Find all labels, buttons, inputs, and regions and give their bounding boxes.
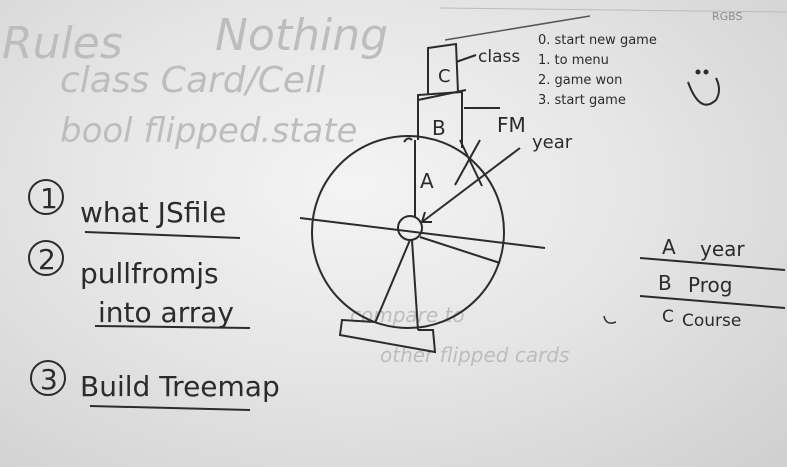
ghost-rules: Rules xyxy=(2,18,123,69)
extended-segment xyxy=(338,318,437,354)
ghost-nothing: Nothing xyxy=(215,10,388,61)
erased-notes: Rules Nothing class Card/Cell bool flipp… xyxy=(2,10,569,367)
smiley-doodle xyxy=(687,69,720,106)
list-num-3: 3 xyxy=(40,363,58,396)
list-num-1: 1 xyxy=(40,182,58,215)
legend-b-label: Prog xyxy=(688,273,732,297)
seg-a-top xyxy=(403,137,413,143)
legend-c-key: C xyxy=(662,307,674,327)
state-2: 2. game won xyxy=(538,73,622,88)
legend-a-label: year xyxy=(700,237,745,261)
ghost-bool: bool flipped.state xyxy=(60,111,357,151)
legend-b-key: B xyxy=(658,271,672,295)
ghost-class-card: class Card/Cell xyxy=(60,60,325,101)
center-circle xyxy=(397,215,423,241)
list-text-3: Build Treemap xyxy=(80,370,280,403)
list-text-2: pullfromjs xyxy=(80,257,219,290)
list-text-1: what JSfile xyxy=(80,196,226,229)
year-arrowhead xyxy=(420,211,432,223)
ghost-compare: compare to xyxy=(350,303,465,327)
list-num-2: 2 xyxy=(38,243,56,276)
fm-label: FM xyxy=(497,113,526,137)
underline-2 xyxy=(94,325,251,329)
legend-c-label: Course xyxy=(682,311,741,331)
c-pointer xyxy=(455,54,477,63)
legend-a-key: A xyxy=(662,235,676,259)
game-states: 0. start new game 1. to menu 2. game won… xyxy=(538,33,657,108)
year-arrow xyxy=(421,147,521,223)
spoke-horizontal xyxy=(299,217,546,249)
list-text-2b: into array xyxy=(98,296,234,329)
seg-c xyxy=(427,42,459,95)
spoke-lower xyxy=(411,239,419,331)
numbered-list: 1 what JSfile 2 pullfromjs into array 3 … xyxy=(28,179,280,411)
spoke-lower-left xyxy=(374,239,411,324)
top-stroke-faint xyxy=(439,7,787,13)
underline-1 xyxy=(84,231,241,239)
radial-diagram xyxy=(299,42,546,354)
year-label: year xyxy=(532,132,573,153)
outer-circle xyxy=(311,135,505,329)
circle-3 xyxy=(30,360,66,396)
legend-line-2 xyxy=(639,295,786,309)
top-stroke xyxy=(444,15,591,41)
seg-b-label: B xyxy=(432,116,446,140)
state-0: 0. start new game xyxy=(538,33,657,48)
underline-3 xyxy=(89,405,251,411)
state-1: 1. to menu xyxy=(538,53,609,68)
legend: A year B Prog C Course xyxy=(639,235,786,331)
fm-arrow xyxy=(454,139,481,186)
seg-b xyxy=(417,90,463,148)
spoke-right xyxy=(419,236,501,264)
class-label: class xyxy=(478,47,520,67)
corner-scribble: RGBS xyxy=(712,10,743,23)
small-mark xyxy=(603,315,617,324)
circle-1 xyxy=(28,179,64,215)
circle-2 xyxy=(28,240,64,276)
legend-line-1 xyxy=(639,257,786,271)
state-3: 3. start game xyxy=(538,93,626,108)
seg-c-label: C xyxy=(438,66,451,87)
seg-a-label: A xyxy=(420,169,434,193)
